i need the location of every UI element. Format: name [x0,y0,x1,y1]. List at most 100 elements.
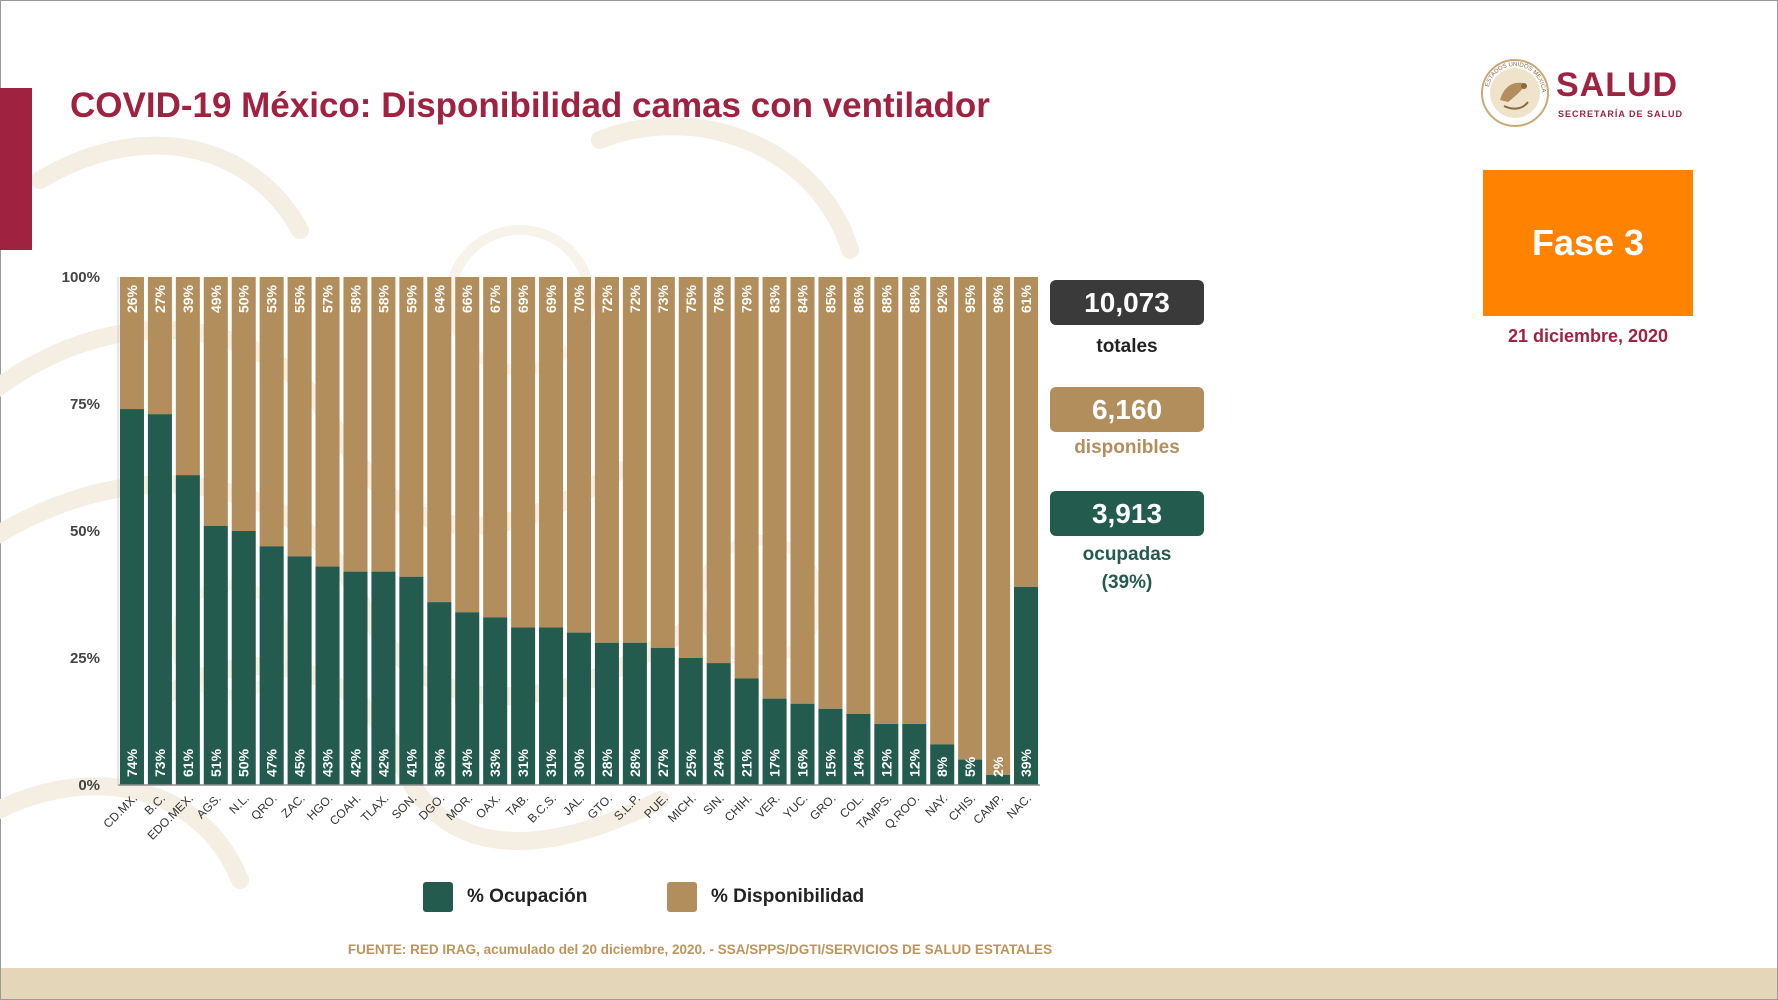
bar-available [594,277,619,643]
bar-available [539,277,564,628]
data-label-occupied: 31% [543,748,559,777]
legend-swatch-available [667,882,697,912]
data-label-occupied: 8% [934,756,950,777]
bar-occupied [203,525,228,785]
data-label-available: 83% [767,284,783,313]
bar-occupied [678,658,703,785]
x-tick-label: OAX. [473,791,503,821]
x-tick-label: YUC. [780,791,810,821]
date-label: 21 diciembre, 2020 [1507,326,1669,346]
x-tick-label: DGO. [416,791,448,823]
data-label-available: 67% [487,284,503,313]
data-label-occupied: 15% [822,748,838,777]
bar-occupied [371,571,396,785]
bar-available [455,277,480,613]
data-label-occupied: 24% [711,748,727,777]
data-label-occupied: 41% [403,748,419,777]
bar-available [483,277,508,618]
bar-available [790,277,815,704]
data-label-occupied: 51% [208,748,224,777]
bar-available [762,277,787,699]
x-tick-label: MICH. [665,791,699,825]
data-label-occupied: 50% [236,748,252,777]
data-label-occupied: 14% [850,748,866,777]
page-title: COVID-19 México: Disponibilidad camas co… [70,86,990,125]
bar-occupied [818,708,843,785]
data-label-available: 49% [208,284,224,313]
x-tick-label: VER. [753,791,783,821]
total-beds-box: 10,073 [1050,280,1204,325]
bar-available [874,277,899,725]
data-label-available: 50% [236,284,252,313]
occupied-beds-percent: (39%) [1101,572,1153,593]
bar-available [734,277,759,679]
bar-available [259,277,284,547]
x-tick-label: GRO. [807,791,839,823]
bar-occupied [958,759,983,785]
data-label-occupied: 61% [180,748,196,777]
bar-occupied [1014,586,1039,785]
data-label-available: 72% [627,284,643,313]
x-tick-label: CD.MX. [100,791,140,831]
bottom-band [1,968,1777,999]
bar-available [846,277,871,714]
bar-occupied [455,612,480,785]
legend-label-occupied: % Ocupación [467,886,588,907]
bar-occupied [706,663,731,785]
data-label-available: 53% [264,284,280,313]
x-tick-label: SON. [389,791,420,822]
bar-occupied [119,409,144,785]
x-tick-label: COAH. [327,791,364,828]
legend-label-available: % Disponibilidad [711,886,865,907]
data-label-available: 73% [655,284,671,313]
data-label-occupied: 34% [459,748,475,777]
bar-occupied [650,647,675,785]
total-beds-label: totales [1096,336,1158,357]
data-label-occupied: 31% [515,748,531,777]
bar-occupied [399,576,424,785]
data-label-available: 86% [850,284,866,313]
data-label-available: 58% [375,284,391,313]
logo-subtext: SECRETARÍA DE SALUD [1558,109,1684,119]
salud-logo: ESTADOS UNIDOS MEXICANOS SALUD SECRETARÍ… [1478,56,1698,132]
bar-available [203,277,228,526]
data-label-occupied: 2% [990,756,1006,777]
data-label-available: 92% [934,284,950,313]
bar-occupied [986,774,1011,785]
x-tick-label: QRO. [248,791,280,823]
data-label-available: 72% [599,284,615,313]
bar-available [147,277,172,415]
data-label-occupied: 12% [906,748,922,777]
data-label-available: 26% [124,284,140,313]
data-label-available: 88% [878,284,894,313]
data-label-available: 69% [543,284,559,313]
data-label-occupied: 45% [292,748,308,777]
data-label-available: 66% [459,284,475,313]
data-label-occupied: 33% [487,748,503,777]
data-label-occupied: 42% [375,748,391,777]
bar-available [371,277,396,572]
bar-available [986,277,1011,775]
data-label-available: 59% [403,284,419,313]
occupied-beds-label: ocupadas [1082,544,1172,565]
bar-occupied [594,642,619,785]
bar-occupied [846,713,871,785]
bar-occupied [902,724,927,785]
bar-occupied [287,556,312,785]
national-emblem-icon: ESTADOS UNIDOS MEXICANOS [1478,56,1549,127]
x-tick-label: CHIH. [722,791,755,824]
bar-available [902,277,927,725]
x-tick-label: MOR. [443,791,475,823]
data-label-occupied: 21% [739,748,755,777]
x-tick-label: AGS. [194,791,224,821]
data-label-available: 61% [1018,284,1034,313]
data-label-available: 58% [347,284,363,313]
data-label-available: 55% [292,284,308,313]
y-tick-label: 100% [62,269,100,286]
data-label-occupied: 42% [347,748,363,777]
bar-occupied [790,703,815,785]
bar-available [287,277,312,557]
data-label-available: 88% [906,284,922,313]
data-label-occupied: 73% [152,748,168,777]
